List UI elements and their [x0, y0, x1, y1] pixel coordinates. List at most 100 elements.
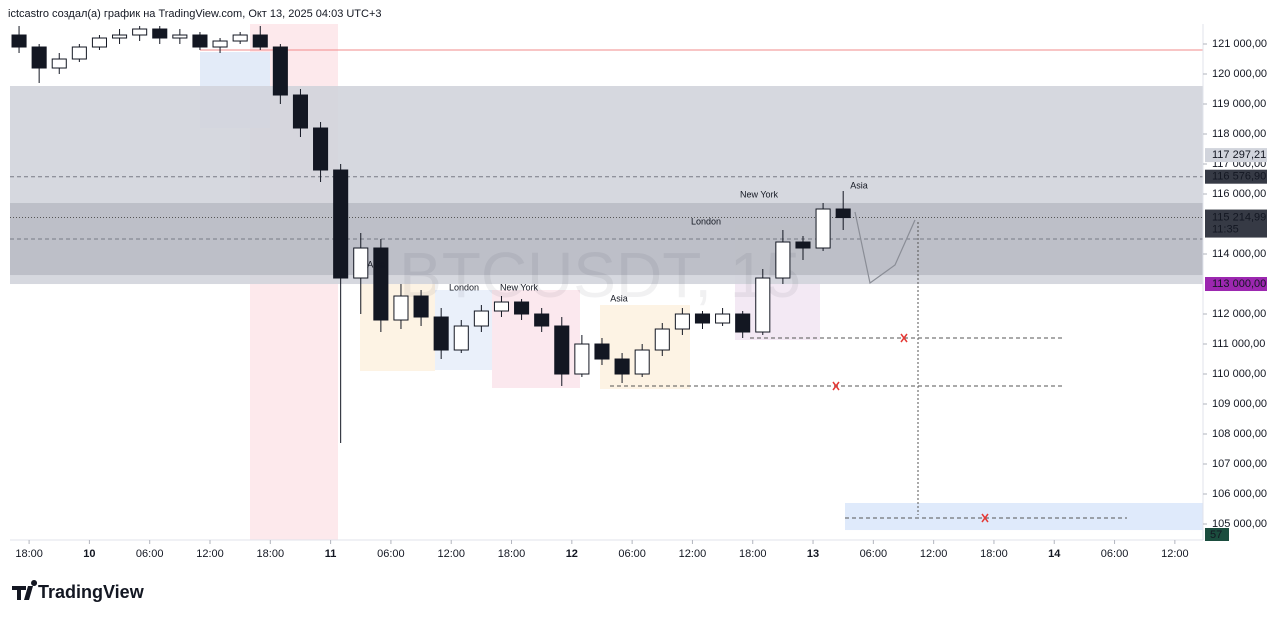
countdown: 11:35 [1212, 223, 1239, 235]
x-tick-label: 18:00 [980, 548, 1008, 560]
candle-body [51, 58, 67, 69]
candle-body [815, 208, 831, 249]
candle-body [594, 343, 610, 360]
x-tick-label: 12:00 [920, 548, 948, 560]
y-tick-label: 116 000,00 [1212, 188, 1266, 200]
x-tick-label: 18:00 [15, 548, 43, 560]
candle-body [333, 169, 349, 279]
candle-body [393, 295, 409, 321]
session-label: London [691, 216, 721, 226]
candle-body [473, 310, 489, 327]
y-tick-label: 109 000,00 [1212, 398, 1267, 410]
y-tick-label: 114 000,00 [1212, 248, 1266, 260]
candle-body [91, 37, 107, 48]
candle-body [192, 34, 208, 48]
cross-marker [900, 333, 908, 343]
last-price-box [1205, 209, 1267, 238]
candle-body [775, 241, 791, 279]
candle-body [715, 313, 731, 324]
candle-body [212, 40, 228, 48]
candle-body [112, 34, 128, 39]
candle-body [554, 325, 570, 375]
session-label: Asia [367, 259, 385, 269]
y-tick-label: 112 000,00 [1212, 308, 1266, 320]
y-tick-label: 110 000,00 [1212, 368, 1266, 380]
x-tick-label: 12:00 [679, 548, 707, 560]
y-tick-label: 111 000,00 [1212, 338, 1265, 350]
candle-body [373, 247, 389, 321]
x-tick-label: 12:00 [196, 548, 224, 560]
session-label: New York [740, 189, 779, 199]
candle-body [172, 34, 188, 39]
candle-body [634, 349, 650, 375]
x-tick-label: 18:00 [498, 548, 526, 560]
candle-body [514, 301, 530, 315]
volume-label: 57 [1210, 529, 1222, 541]
candle-body [31, 46, 47, 69]
candle-body [674, 313, 690, 330]
y-tick-label: 106 000,00 [1212, 488, 1267, 500]
cross-marker [832, 381, 840, 391]
y-tick-label: 108 000,00 [1212, 428, 1267, 440]
candle-body [614, 358, 630, 375]
x-tick-label: 11 [325, 548, 337, 560]
candle-body [71, 46, 87, 60]
price-label-box [1205, 169, 1267, 184]
candle-body [313, 127, 329, 171]
candle-body [272, 46, 288, 96]
session-label: New York [500, 282, 539, 292]
candle-body [835, 208, 851, 219]
logo: TradingView [38, 582, 145, 602]
price-label-box [1205, 277, 1267, 292]
cross-marker [981, 513, 989, 523]
candle-body [232, 34, 248, 42]
x-tick-label: 12 [566, 548, 578, 560]
volume-box [1205, 528, 1229, 541]
candle-body [453, 325, 469, 351]
session-label: London [449, 282, 479, 292]
x-tick-label: 06:00 [377, 548, 405, 560]
logo-icon [12, 580, 38, 600]
x-tick-label: 18:00 [739, 548, 767, 560]
candle-body [152, 28, 168, 39]
x-tick-label: 06:00 [1101, 548, 1129, 560]
plot: BTCUSDT, 15 [10, 26, 1203, 531]
x-tick-label: 06:00 [136, 548, 164, 560]
session-label: Asia [850, 180, 868, 190]
candle-body [11, 34, 27, 48]
x-tick-label: 10 [83, 548, 95, 560]
projection [854, 211, 916, 285]
candle-body [132, 28, 148, 36]
candle-body [534, 313, 550, 327]
candle-body [353, 247, 369, 279]
y-tick-label: 119 000,00 [1212, 98, 1266, 110]
x-tick-label: 12:00 [437, 548, 465, 560]
x-tick-label: 12:00 [1161, 548, 1189, 560]
candle-body [493, 301, 510, 312]
y-tick-label: 120 000,00 [1212, 68, 1267, 80]
x-tick-label: 06:00 [618, 548, 646, 560]
x-tick-label: 14 [1048, 548, 1061, 560]
watermark: BTCUSDT, 15 [399, 239, 801, 311]
candle-body [433, 316, 449, 351]
price-label: 116 576,90 [1212, 171, 1266, 183]
zone [845, 503, 1203, 531]
session-label: Asia [610, 293, 628, 303]
candle-body [654, 328, 670, 351]
x-tick-label: 13 [807, 548, 819, 560]
y-tick-label: 105 000,00 [1212, 518, 1267, 530]
header: ictcastro создал(а) график на TradingVie… [8, 8, 382, 20]
candle-body [735, 313, 751, 333]
x-tick-label: 18:00 [257, 548, 285, 560]
candle-body [795, 241, 811, 249]
price-label: 117 297,21 [1212, 149, 1266, 161]
candle-body [755, 277, 771, 333]
last-price-label: 115 214,99 [1212, 211, 1266, 223]
candle-body [574, 343, 590, 375]
y-tick-label: 118 000,00 [1212, 128, 1266, 140]
x-tick-label: 06:00 [860, 548, 888, 560]
y-tick-label: 107 000,00 [1212, 458, 1267, 470]
candle-body [413, 295, 429, 318]
